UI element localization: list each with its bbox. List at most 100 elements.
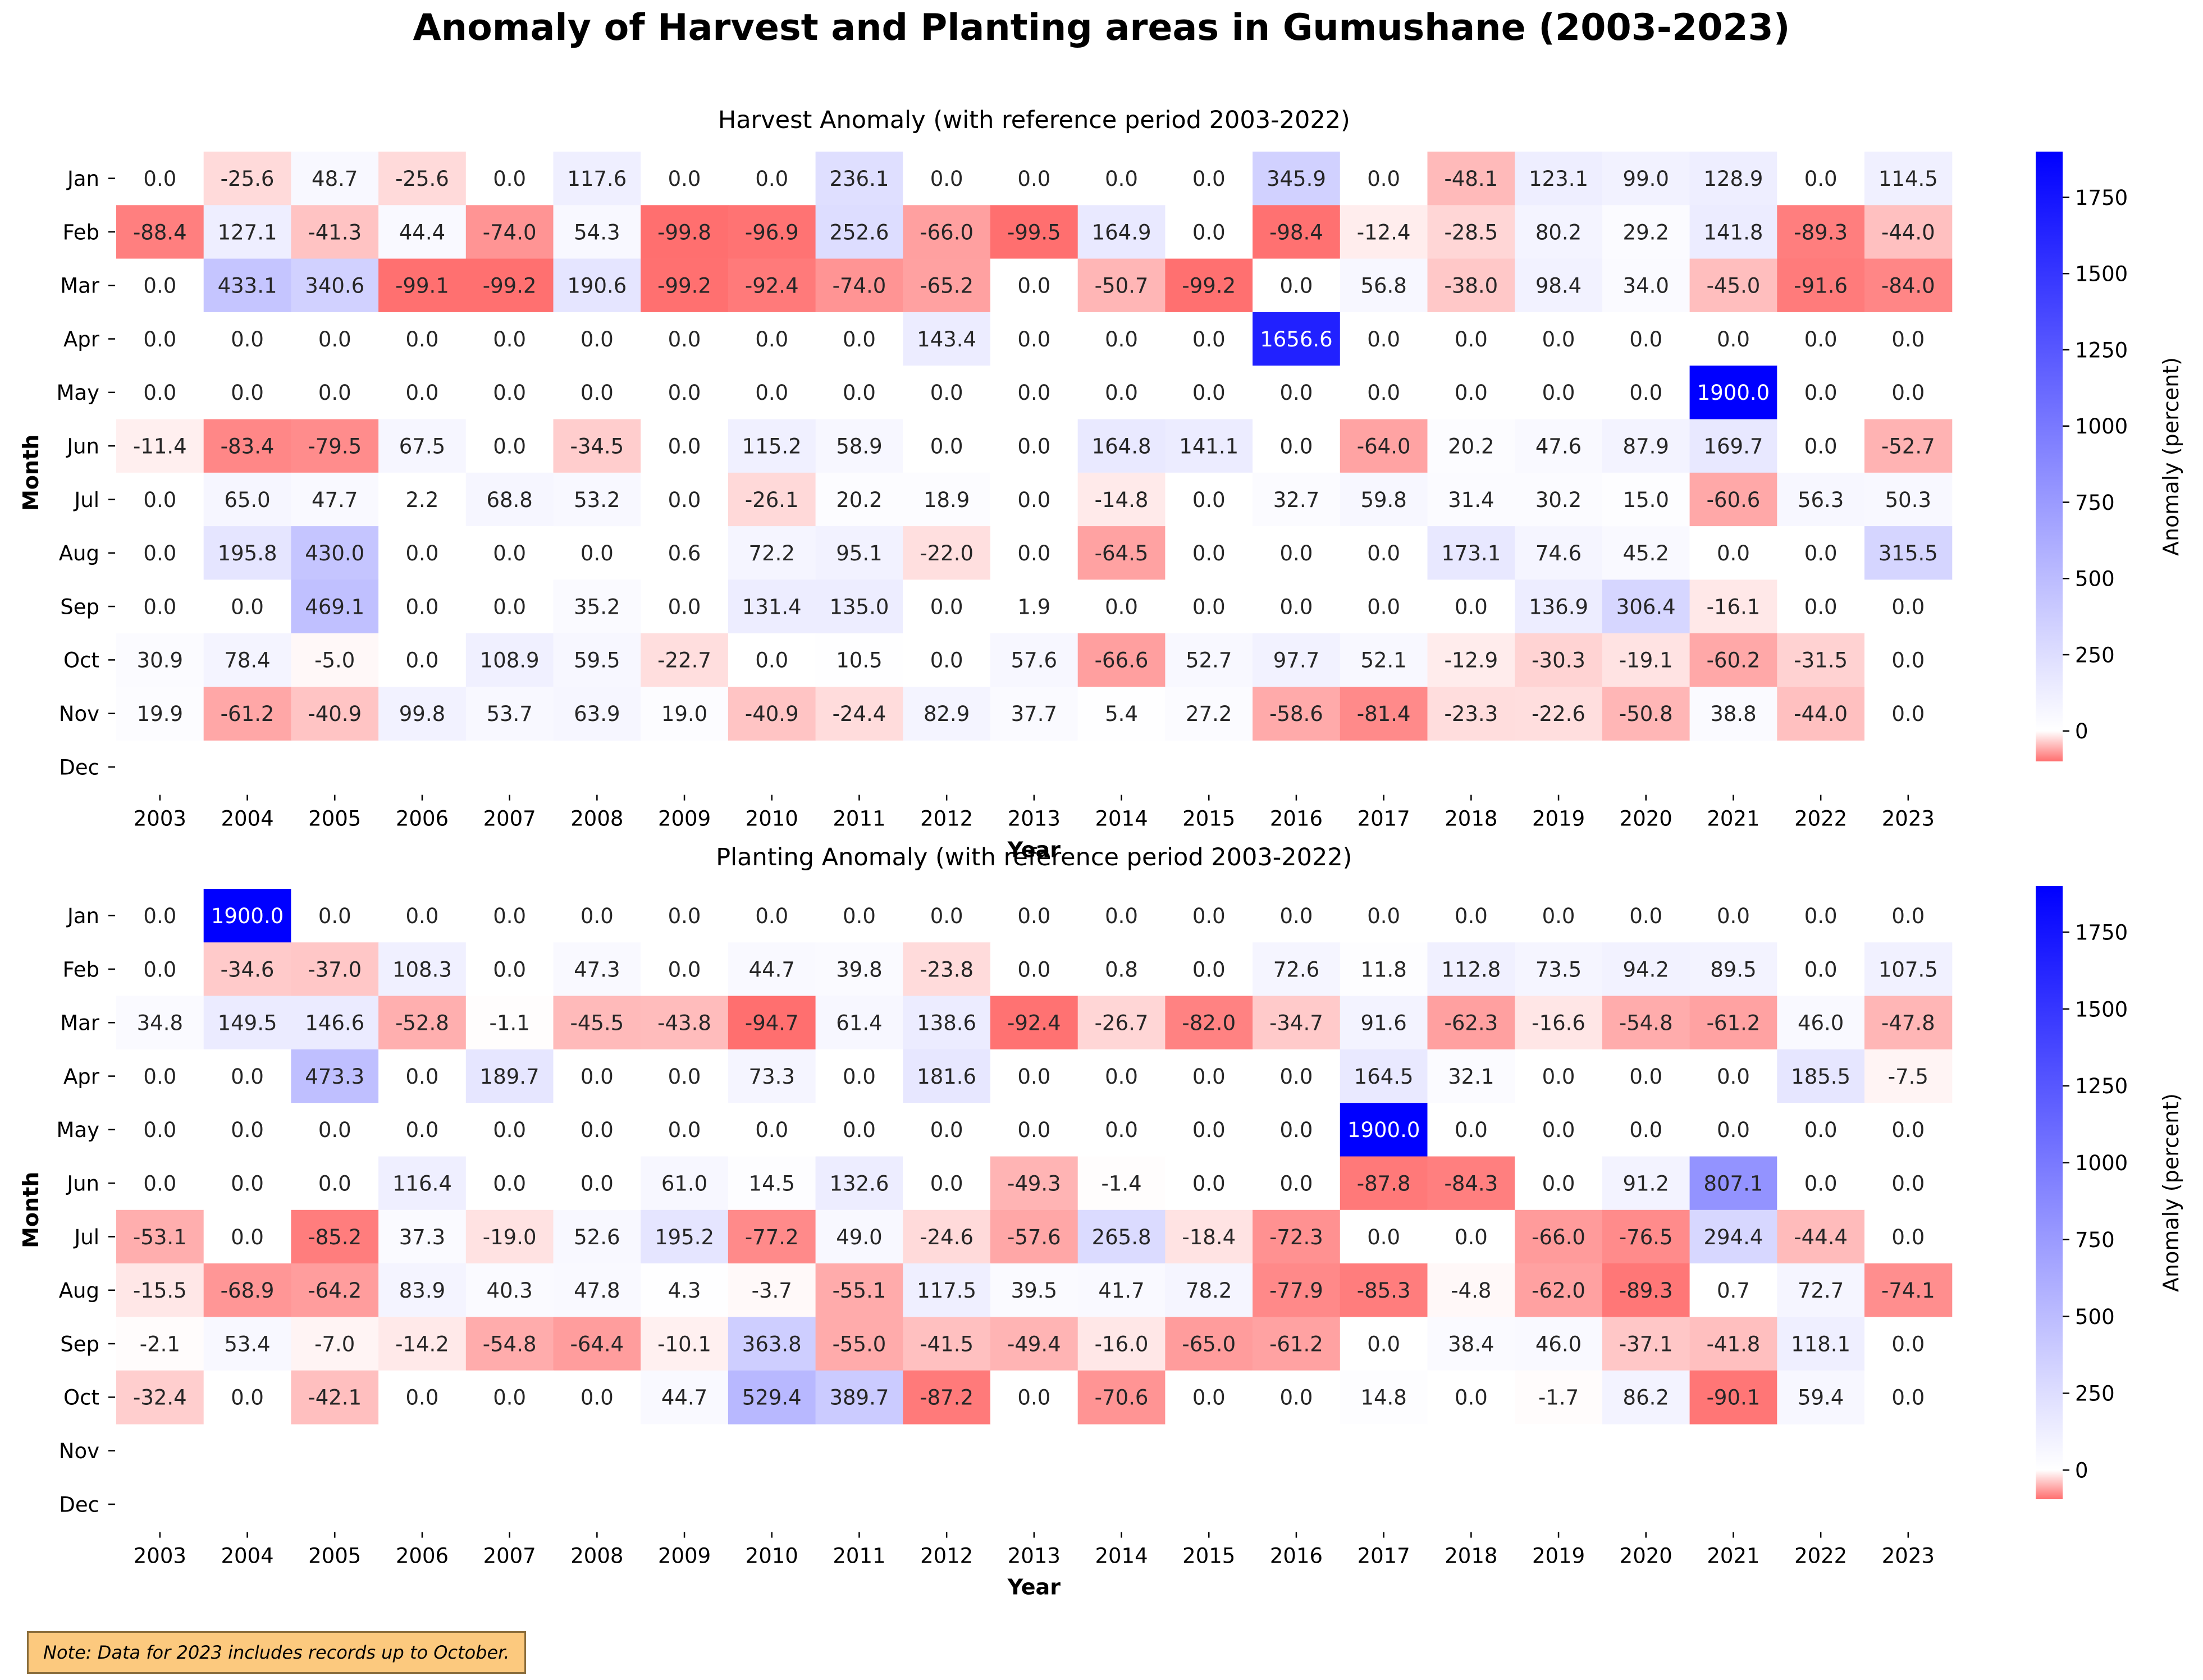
planting-cell-label: -77.2: [745, 1225, 799, 1249]
harvest-cell: [553, 152, 641, 206]
planting-cell: [465, 1263, 554, 1317]
harvest-cell: [1253, 633, 1341, 687]
harvest-cell-label: 54.3: [574, 220, 620, 244]
harvest-cell-label: 45.2: [1623, 541, 1669, 565]
harvest-cell: [116, 366, 204, 420]
harvest-cell-label: 0.0: [930, 649, 963, 673]
harvest-cell: [641, 579, 729, 634]
harvest-y-tick-label: Dec: [59, 755, 99, 779]
planting-cell-label: 38.4: [1448, 1332, 1494, 1356]
harvest-cell-label: 236.1: [829, 167, 889, 191]
harvest-cell: [378, 687, 467, 741]
planting-cell-label: 0.0: [1891, 1332, 1925, 1356]
planting-cell-label: 473.3: [305, 1065, 364, 1089]
harvest-cell-label: 52.1: [1360, 649, 1406, 673]
planting-cell-label: 0.0: [1192, 1171, 1226, 1195]
harvest-x-tick-label: 2008: [570, 807, 623, 831]
planting-cell-label: -68.9: [221, 1279, 275, 1303]
harvest-cell-label: -40.9: [745, 702, 799, 726]
planting-cell-label: 0.0: [1717, 1118, 1750, 1142]
planting-cell: [116, 942, 204, 997]
planting-cell: [1689, 1049, 1777, 1103]
harvest-cell: [1340, 419, 1428, 473]
planting-cell-label: -87.2: [920, 1386, 973, 1410]
harvest-colorbar-tick-label: 1750: [2075, 186, 2128, 210]
harvest-cell-label: 0.0: [1367, 167, 1400, 191]
harvest-cell: [728, 526, 816, 580]
harvest-cell-label: 0.0: [231, 381, 264, 405]
planting-cell: [116, 1156, 204, 1211]
harvest-cell-label: 0.0: [1804, 327, 1838, 351]
harvest-cell-label: -52.7: [1881, 434, 1935, 458]
harvest-cell-label: -64.0: [1357, 434, 1411, 458]
harvest-cell: [728, 419, 816, 473]
harvest-cell-label: 68.8: [486, 488, 532, 512]
planting-cell-label: 0.0: [1017, 1065, 1050, 1089]
planting-cell: [728, 1317, 816, 1371]
harvest-cell-label: -26.1: [745, 488, 799, 512]
harvest-cell-label: 10.5: [836, 649, 882, 673]
harvest-cell: [1165, 366, 1253, 420]
harvest-cell: [1689, 152, 1777, 206]
harvest-cell-label: -44.0: [1881, 220, 1935, 244]
harvest-cell: [1253, 579, 1341, 634]
planting-cell-label: 0.0: [1629, 1118, 1662, 1142]
planting-cell: [1515, 1049, 1603, 1103]
planting-cell-label: 72.7: [1798, 1279, 1844, 1303]
harvest-cell-label: 123.1: [1529, 167, 1588, 191]
harvest-cell-label: -92.4: [745, 274, 799, 298]
planting-cell-label: 0.0: [1367, 1332, 1400, 1356]
planting-cell-label: 0.0: [1280, 1065, 1313, 1089]
planting-y-tick-label: Jun: [66, 1171, 99, 1195]
planting-cell: [1864, 1317, 1953, 1371]
planting-cell: [1427, 996, 1515, 1050]
harvest-cell-label: 345.9: [1267, 167, 1326, 191]
harvest-x-tick-label: 2012: [920, 807, 973, 831]
harvest-cell: [465, 366, 554, 420]
planting-cell: [291, 942, 379, 997]
harvest-cell: [1165, 579, 1253, 634]
harvest-cell: [815, 258, 903, 313]
planting-cell-label: 0.0: [318, 1171, 351, 1195]
harvest-cell: [1602, 526, 1690, 580]
harvest-x-tick-label: 2005: [308, 807, 361, 831]
harvest-cell-label: 31.4: [1448, 488, 1494, 512]
harvest-cell-label: 164.9: [1092, 220, 1151, 244]
harvest-x-tick-label: 2018: [1445, 807, 1497, 831]
harvest-cell: [641, 687, 729, 741]
harvest-cell-label: 0.0: [143, 274, 176, 298]
planting-cell-label: -10.1: [657, 1332, 711, 1356]
planting-cell: [1515, 1103, 1603, 1157]
planting-cell-label: 529.4: [742, 1386, 802, 1410]
planting-cell-label: 0.0: [930, 1171, 963, 1195]
harvest-cell-label: 141.8: [1703, 220, 1763, 244]
planting-y-tick-label: Sep: [60, 1332, 99, 1356]
planting-cell-label: 52.6: [574, 1225, 620, 1249]
harvest-cell-label: -60.2: [1707, 649, 1761, 673]
harvest-cell-label: -99.2: [657, 274, 711, 298]
planting-cell: [378, 1263, 467, 1317]
harvest-y-tick-label: Apr: [63, 327, 100, 351]
planting-cell-label: 0.0: [231, 1118, 264, 1142]
harvest-cell: [1602, 687, 1690, 741]
harvest-cell: [1165, 312, 1253, 366]
harvest-cell: [1864, 419, 1953, 473]
planting-cell: [1340, 1317, 1428, 1371]
harvest-cell-label: 0.0: [493, 541, 526, 565]
harvest-cell-label: -41.3: [308, 220, 362, 244]
harvest-cell: [465, 152, 554, 206]
planting-cell: [641, 1370, 729, 1425]
harvest-x-tick-label: 2009: [658, 807, 711, 831]
harvest-cell: [291, 312, 379, 366]
harvest-cell: [1689, 472, 1777, 527]
planting-cell: [291, 1317, 379, 1371]
planting-cell: [378, 1156, 467, 1211]
harvest-cell-label: -38.0: [1444, 274, 1498, 298]
harvest-cell: [1253, 472, 1341, 527]
planting-cell: [1253, 1049, 1341, 1103]
harvest-cell: [1165, 633, 1253, 687]
planting-cell: [1165, 996, 1253, 1050]
harvest-cell-label: 0.0: [143, 488, 176, 512]
planting-cell-label: -19.0: [483, 1225, 537, 1249]
